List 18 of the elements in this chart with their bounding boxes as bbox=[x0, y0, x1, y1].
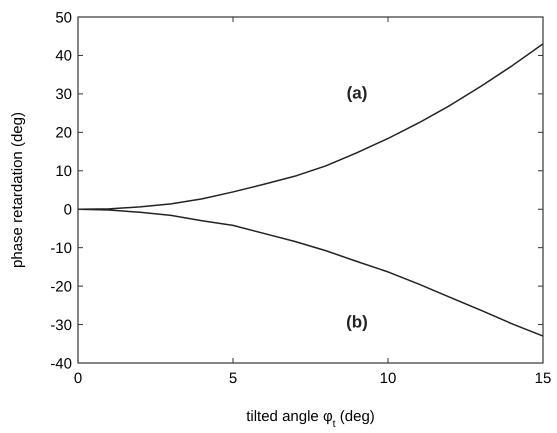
y-tick-label: -20 bbox=[50, 278, 72, 296]
y-tick-label: 0 bbox=[64, 201, 72, 218]
x-tick-label: 10 bbox=[380, 370, 396, 387]
x-tick-label: 5 bbox=[228, 370, 238, 387]
y-tick-label: 50 bbox=[55, 9, 72, 26]
text: (b) bbox=[346, 312, 368, 332]
y-tick-label: -30 bbox=[50, 316, 72, 334]
y-tick-label: -40 bbox=[50, 355, 72, 372]
y-tick-label: 40 bbox=[55, 48, 72, 65]
x-tick-label: 0 bbox=[74, 370, 82, 387]
y-tick-label: -10 bbox=[50, 240, 72, 257]
x-tick-label: 15 bbox=[534, 370, 552, 387]
y-tick-label: 30 bbox=[55, 86, 72, 104]
x-axis-title: tilted angle φ$_{t}$ (deg) bbox=[246, 408, 375, 430]
text: (a) bbox=[346, 84, 368, 103]
y-axis-title: phase retardation (deg) bbox=[9, 112, 26, 268]
y-tick-label: 20 bbox=[55, 124, 72, 142]
y-tick-label: 10 bbox=[55, 163, 72, 180]
